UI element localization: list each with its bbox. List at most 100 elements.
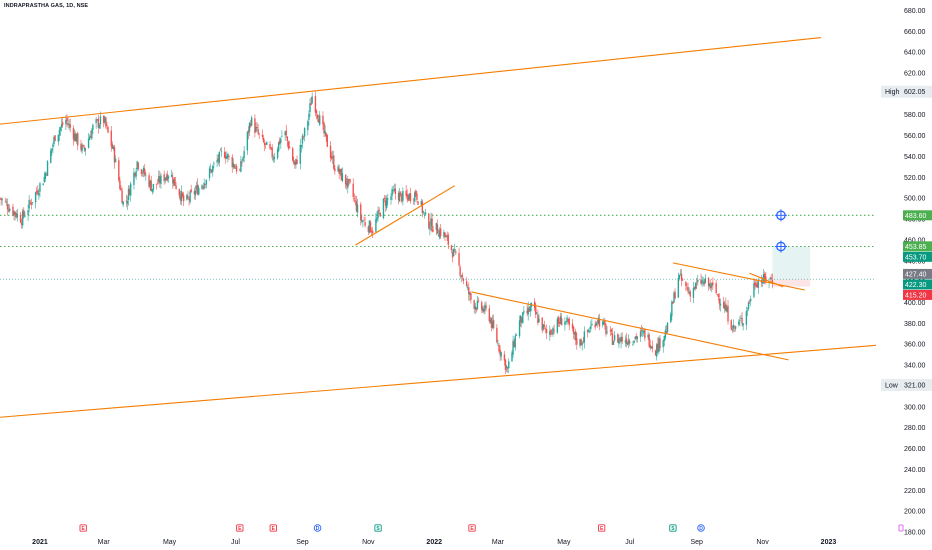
candle-body xyxy=(163,174,165,182)
candle-body xyxy=(57,134,60,142)
candle-body xyxy=(339,169,341,173)
candle-body xyxy=(748,300,751,302)
candle-body xyxy=(770,277,772,280)
y-tick-label: 240.00 xyxy=(904,467,926,474)
candle-body xyxy=(36,190,38,192)
candle-body xyxy=(522,312,524,324)
candle-body xyxy=(707,277,710,287)
candle-body xyxy=(188,198,190,200)
split-event-icon xyxy=(669,524,677,532)
candle-body xyxy=(24,216,26,217)
candle-body xyxy=(538,318,540,322)
candle-body xyxy=(263,142,266,146)
candle-body xyxy=(265,143,267,145)
candle-body xyxy=(415,190,417,196)
candle-body xyxy=(0,197,1,199)
candle-body xyxy=(443,231,445,237)
candle-body xyxy=(256,126,258,129)
candle-body xyxy=(216,160,218,163)
candle-body xyxy=(603,321,605,324)
price-tag-0: 483.60 xyxy=(905,213,927,220)
candle-body xyxy=(580,339,582,346)
candle-body xyxy=(157,183,159,185)
candle-body xyxy=(545,329,548,334)
candle-body xyxy=(246,131,249,151)
candle-body xyxy=(310,103,312,106)
candle-body xyxy=(634,337,636,339)
candle-body xyxy=(679,273,682,275)
candle-body xyxy=(609,329,611,331)
candle-body xyxy=(98,125,101,129)
candle-body xyxy=(632,343,634,345)
candle-body xyxy=(158,176,160,183)
candle-body xyxy=(91,129,93,139)
candle-body xyxy=(468,287,470,295)
candle-body xyxy=(133,172,135,186)
candle-body xyxy=(135,171,137,177)
candle-body xyxy=(54,135,56,141)
candle-body xyxy=(90,135,92,138)
candles-group xyxy=(0,91,774,375)
candle-body xyxy=(6,204,9,210)
candle-body xyxy=(12,206,14,215)
candle-body xyxy=(190,189,192,192)
candle-body xyxy=(382,198,385,219)
candle-body xyxy=(469,292,471,295)
candle-body xyxy=(753,283,755,297)
candle-body xyxy=(348,179,350,181)
candle-body xyxy=(680,274,683,281)
candle-body xyxy=(363,220,365,221)
candle-body xyxy=(460,276,462,277)
candle-body xyxy=(672,302,674,304)
candle-body xyxy=(594,324,596,328)
candle-body xyxy=(314,96,317,113)
candle-body xyxy=(566,317,568,323)
event-letter: E xyxy=(238,526,242,532)
candle-body xyxy=(742,323,744,326)
candle-body xyxy=(437,234,440,237)
candle-body xyxy=(7,209,10,212)
candle-body xyxy=(352,183,354,198)
candle-body xyxy=(23,209,25,216)
candle-body xyxy=(296,159,298,164)
candle-body xyxy=(740,318,742,320)
candle-body xyxy=(526,310,528,314)
candle-body xyxy=(428,213,430,229)
candle-body xyxy=(738,321,740,325)
candle-body xyxy=(473,300,475,310)
candle-body xyxy=(436,224,439,234)
candle-body xyxy=(408,193,411,200)
trend-line-3 xyxy=(471,291,789,361)
candle-body xyxy=(226,155,228,159)
trend-line-1 xyxy=(0,344,877,418)
candle-body xyxy=(166,174,169,181)
candle-body xyxy=(604,320,606,326)
candle-body xyxy=(227,153,229,158)
candle-body xyxy=(51,148,53,152)
candle-body xyxy=(301,135,304,144)
candle-body xyxy=(761,282,764,284)
candle-body xyxy=(28,199,30,209)
candle-body xyxy=(13,211,15,216)
candle-body xyxy=(730,320,732,330)
candle-body xyxy=(481,302,483,310)
candle-body xyxy=(384,200,387,206)
candle-body xyxy=(15,213,17,218)
candle-body xyxy=(658,338,660,353)
candle-body xyxy=(112,146,115,150)
candle-body xyxy=(583,331,586,343)
candle-body xyxy=(42,183,44,186)
candle-body xyxy=(618,338,620,345)
candle-body xyxy=(732,324,735,329)
candle-body xyxy=(754,282,756,286)
candle-body xyxy=(484,304,486,311)
candle-body xyxy=(407,195,409,201)
candle-body xyxy=(598,318,601,327)
candle-body xyxy=(107,126,109,133)
candle-body xyxy=(595,322,597,326)
candle-body xyxy=(120,188,122,191)
candle-body xyxy=(747,302,750,309)
candle-body xyxy=(198,187,200,195)
candle-body xyxy=(640,329,643,332)
